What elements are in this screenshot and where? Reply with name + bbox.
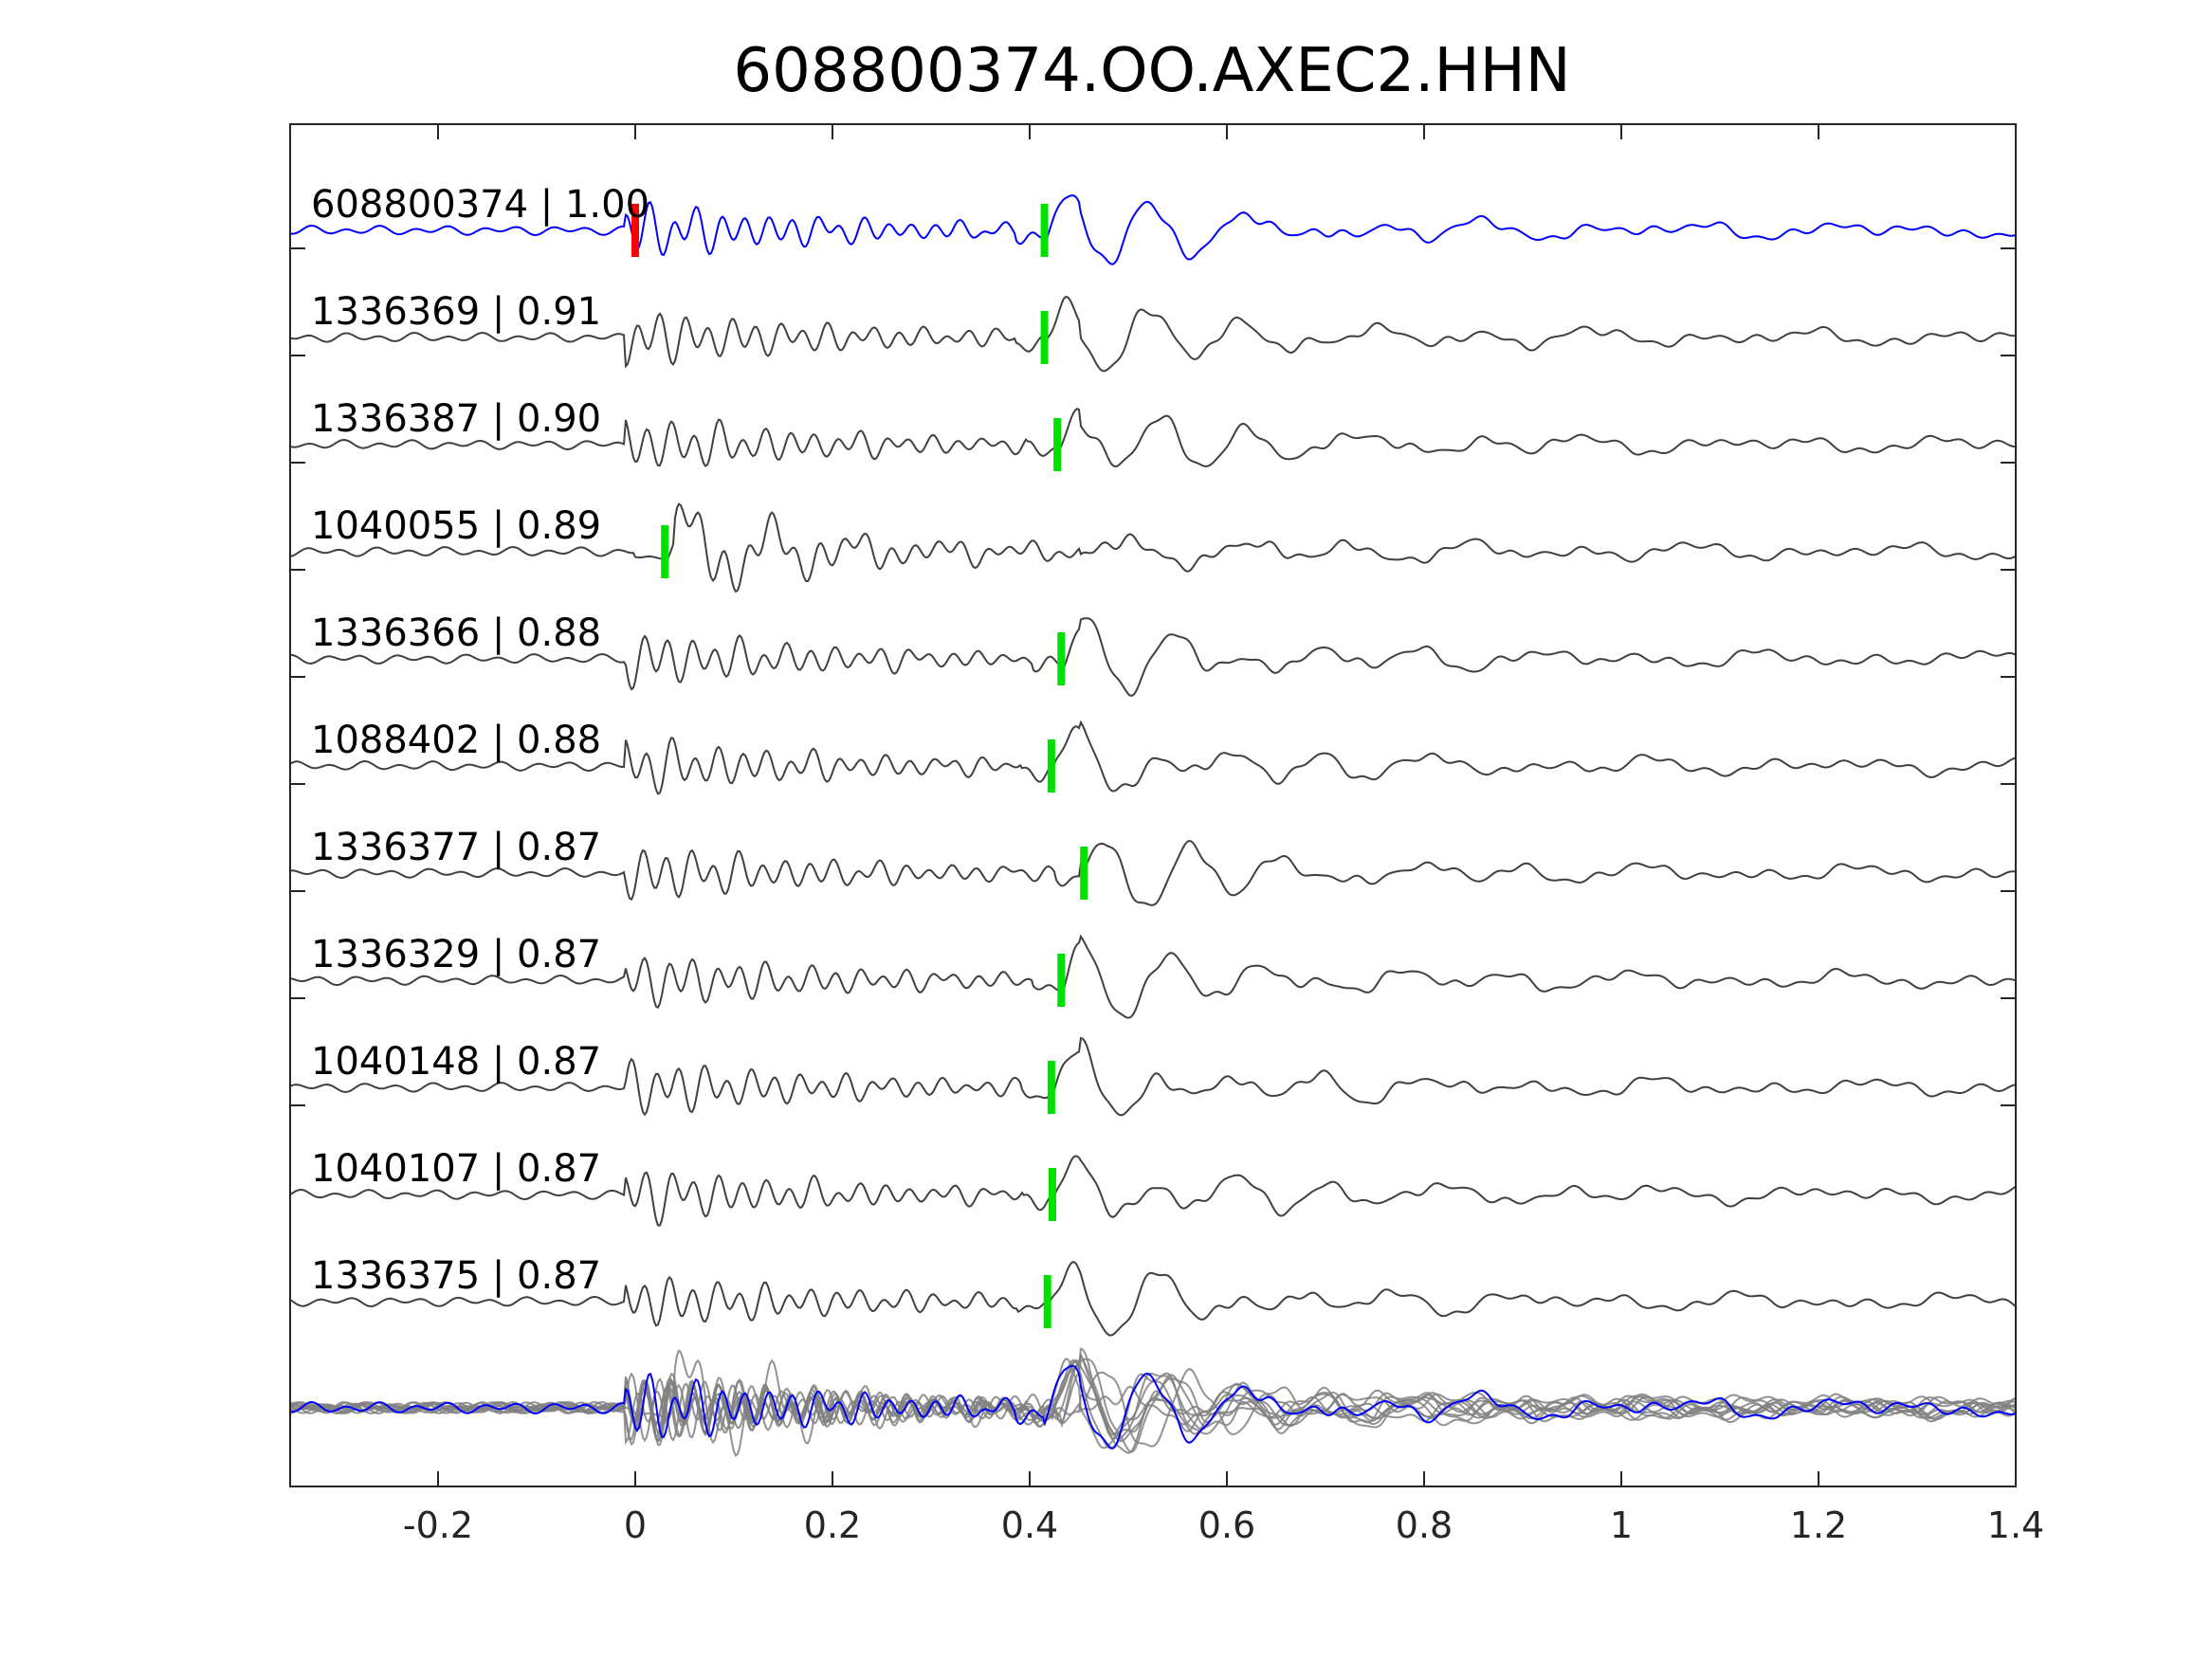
trace-labels-group: 608800374 | 1.00 1336369 | 0.91 1336387 | … bbox=[311, 183, 649, 1298]
x-tick-label: 0.6 bbox=[1198, 1504, 1255, 1546]
trace-label-0: 608800374 | 1.00 bbox=[311, 183, 649, 227]
chart-title: 608800374.OO.AXEC2.HHN bbox=[733, 36, 1570, 106]
x-tick-label: -0.2 bbox=[403, 1504, 473, 1546]
trace-line-10 bbox=[289, 1260, 2017, 1337]
trace-label-6: 1336377 | 0.87 bbox=[311, 826, 601, 869]
stacked-traces-group bbox=[289, 1347, 2017, 1457]
x-tick-label: 0.2 bbox=[804, 1504, 861, 1546]
trace-label-5: 1088402 | 0.88 bbox=[311, 719, 601, 762]
plot-frame bbox=[289, 123, 2017, 1487]
trace-line-8 bbox=[289, 1036, 2017, 1117]
trace-line-5 bbox=[289, 720, 2017, 795]
stack-line-6 bbox=[289, 1368, 2017, 1448]
trace-line-3 bbox=[289, 502, 2017, 593]
trace-label-4: 1336366 | 0.88 bbox=[311, 611, 601, 655]
trace-label-10: 1336375 | 0.87 bbox=[311, 1254, 601, 1298]
x-tick-label: 0.8 bbox=[1396, 1504, 1453, 1546]
trace-line-4 bbox=[289, 617, 2017, 697]
trace-line-2 bbox=[289, 408, 2017, 468]
trace-line-1 bbox=[289, 296, 2017, 373]
trace-line-7 bbox=[289, 934, 2017, 1019]
stack-line-9 bbox=[289, 1360, 2017, 1447]
stack-line-8 bbox=[289, 1347, 2017, 1443]
trace-label-9: 1040107 | 0.87 bbox=[311, 1147, 601, 1191]
x-tick-label: 0.4 bbox=[1001, 1504, 1058, 1546]
x-tick-label: 1 bbox=[1610, 1504, 1633, 1546]
trace-label-2: 1336387 | 0.90 bbox=[311, 397, 601, 441]
stack-line-0 bbox=[289, 1364, 2017, 1449]
traces-group bbox=[289, 194, 2017, 1337]
trace-line-6 bbox=[289, 839, 2017, 906]
trace-label-1: 1336369 | 0.91 bbox=[311, 290, 601, 334]
stack-line-3 bbox=[289, 1349, 2017, 1457]
trace-label-3: 1040055 | 0.89 bbox=[311, 504, 601, 548]
stack-line-10 bbox=[289, 1358, 2017, 1449]
x-axis: -0.2 0 0.2 0.4 0.6 0.8 1 1.2 1.4 bbox=[290, 124, 2044, 1546]
picks-group bbox=[631, 204, 1088, 1328]
x-tick-label: 1.4 bbox=[1987, 1504, 2044, 1546]
trace-label-7: 1336329 | 0.87 bbox=[311, 933, 601, 976]
x-tick-label: 1.2 bbox=[1790, 1504, 1847, 1546]
trace-line-9 bbox=[289, 1155, 2017, 1227]
x-tick-label: 0 bbox=[624, 1504, 647, 1546]
trace-line-0 bbox=[289, 194, 2017, 265]
trace-label-8: 1040148 | 0.87 bbox=[311, 1040, 601, 1084]
